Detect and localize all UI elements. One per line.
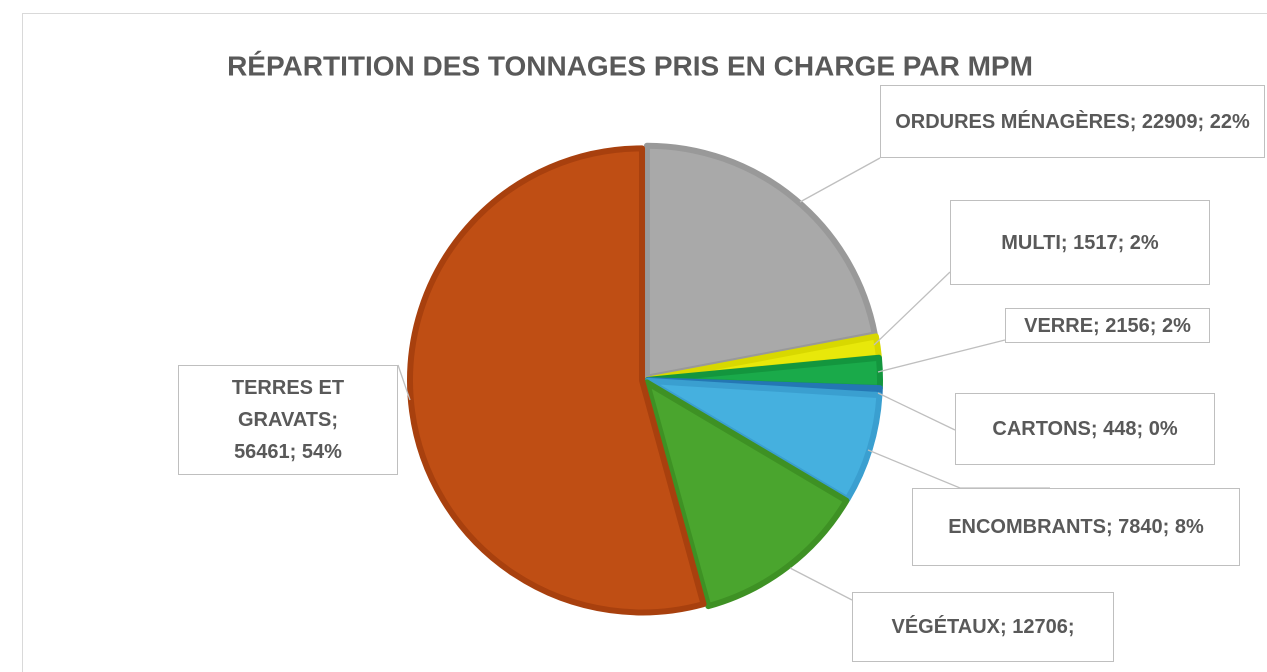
- pie-slice: [407, 145, 707, 616]
- data-label: MULTI; 1517; 2%: [950, 200, 1210, 285]
- data-label: CARTONS; 448; 0%: [955, 393, 1215, 465]
- data-label: TERRES ET GRAVATS; 56461; 54%: [178, 365, 398, 475]
- leader-line: [397, 364, 411, 401]
- data-label: ENCOMBRANTS; 7840; 8%: [912, 488, 1240, 566]
- pie: [407, 142, 883, 616]
- data-label: VÉGÉTAUX; 12706;: [852, 592, 1114, 662]
- leader-line: [799, 157, 881, 203]
- leader-line: [877, 392, 956, 431]
- leader-line: [789, 567, 853, 601]
- chart-title: RÉPARTITION DES TONNAGES PRIS EN CHARGE …: [227, 50, 1033, 81]
- chart-border: [22, 13, 1267, 672]
- leader-line: [877, 339, 1006, 373]
- data-label: ORDURES MÉNAGÈRES; 22909; 22%: [880, 85, 1265, 158]
- pie-slice: [643, 142, 878, 381]
- pie-slice: [644, 377, 883, 503]
- data-label: VERRE; 2156; 2%: [1005, 308, 1210, 343]
- pie-slice: [643, 379, 850, 610]
- leader-line: [873, 271, 951, 346]
